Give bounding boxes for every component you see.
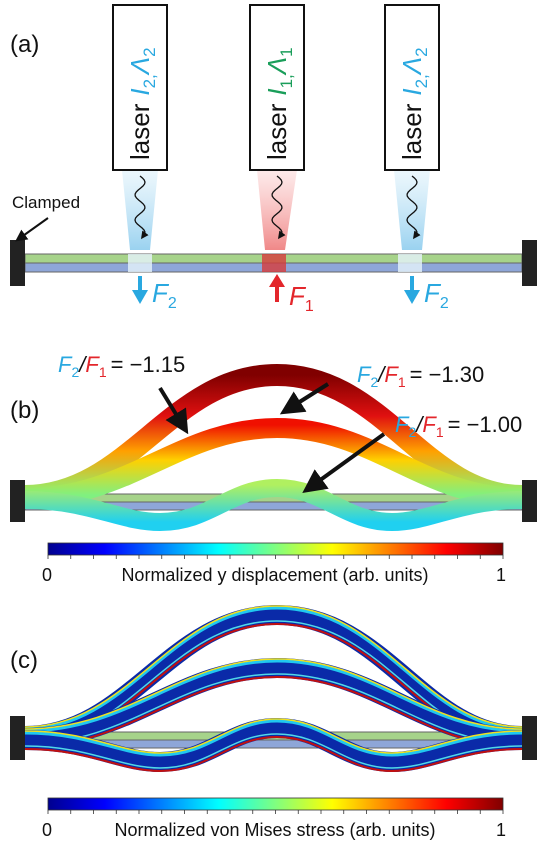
symbol: Λ bbox=[397, 57, 427, 76]
panel-label: (a) bbox=[10, 31, 39, 58]
subscript: 1 bbox=[305, 298, 314, 315]
force-label: F2 bbox=[424, 278, 449, 312]
light-beams bbox=[122, 170, 430, 250]
colorbar-label: Normalized y displacement (arb. units) bbox=[121, 565, 428, 585]
symbol: Λ bbox=[262, 57, 292, 76]
colorbar-max: 1 bbox=[496, 820, 506, 840]
ratio-label: F2/F1= −1.15 bbox=[58, 352, 185, 380]
laser-word: laser bbox=[125, 103, 155, 160]
subscript: 1 bbox=[436, 424, 444, 440]
force-head bbox=[132, 290, 148, 304]
subscript: 1 bbox=[99, 364, 107, 380]
colorbar-min: 0 bbox=[42, 565, 52, 585]
clamp-arrow bbox=[20, 218, 48, 238]
subscript: 2 bbox=[440, 295, 449, 312]
subscript: 1 bbox=[398, 374, 406, 390]
figure: (a) (b) (c) Clamped laserI2,Λ2laserI1,Λ1… bbox=[0, 0, 546, 856]
symbol: I bbox=[125, 88, 155, 95]
subscript: 2 bbox=[140, 47, 159, 56]
subscript: 1 bbox=[277, 79, 296, 88]
subscript: 2 bbox=[370, 374, 378, 390]
subscript: 2 bbox=[140, 79, 159, 88]
equals: = −1.15 bbox=[111, 352, 186, 377]
displacement-plot bbox=[10, 375, 537, 522]
colorbar-max: 1 bbox=[496, 565, 506, 585]
colorbar-label: Normalized von Mises stress (arb. units) bbox=[114, 820, 435, 840]
subscript: 2 bbox=[412, 47, 431, 56]
colorbar bbox=[48, 798, 503, 810]
laser-label: laserI2,Λ2 bbox=[125, 47, 159, 160]
panel-label: (b) bbox=[10, 397, 39, 424]
clamped-label: Clamped bbox=[12, 193, 80, 212]
equals: = −1.30 bbox=[410, 362, 485, 387]
force-label: F1 bbox=[289, 281, 314, 315]
symbol: I bbox=[397, 88, 427, 95]
laser-word: laser bbox=[262, 103, 292, 160]
laser-label: laserI1,Λ1 bbox=[262, 47, 296, 160]
ratio-label: F2/F1= −1.30 bbox=[357, 362, 484, 390]
laser-label: laserI2,Λ2 bbox=[397, 47, 431, 160]
subscript: 1 bbox=[277, 47, 296, 56]
equals: = −1.00 bbox=[448, 412, 523, 437]
panel-label: (c) bbox=[10, 647, 38, 674]
ratio-label: F2/F1= −1.00 bbox=[395, 412, 522, 440]
colorbar-min: 0 bbox=[42, 820, 52, 840]
symbol: Λ bbox=[125, 57, 155, 76]
force-head bbox=[404, 290, 420, 304]
laser-word: laser bbox=[397, 103, 427, 160]
subscript: 2 bbox=[408, 424, 416, 440]
colorbar bbox=[48, 543, 503, 555]
subscript: 2 bbox=[412, 79, 431, 88]
symbol: I bbox=[262, 88, 292, 95]
subscript: 2 bbox=[71, 364, 79, 380]
force-label: F2 bbox=[152, 278, 177, 312]
force-head bbox=[269, 274, 285, 287]
stress-plot bbox=[10, 606, 537, 771]
subscript: 2 bbox=[168, 295, 177, 312]
